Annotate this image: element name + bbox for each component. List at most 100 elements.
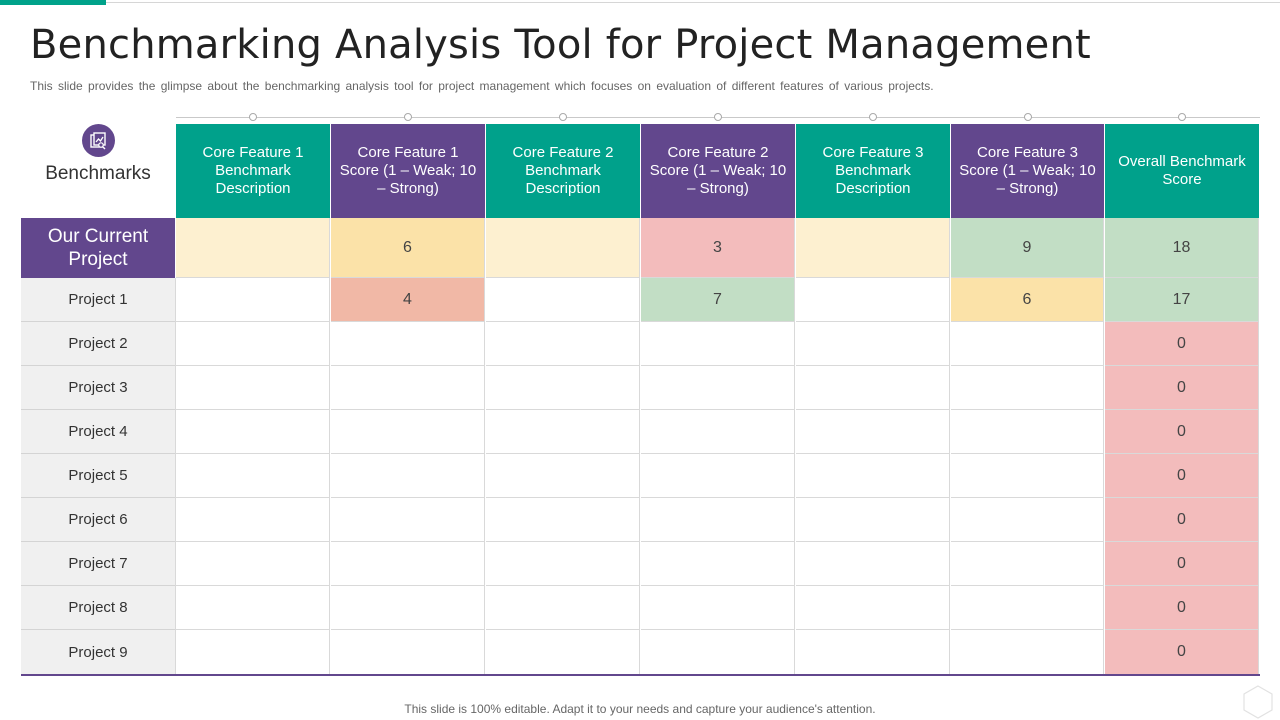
row-label: Project 2 [21,322,175,366]
page-title: Benchmarking Analysis Tool for Project M… [30,22,1091,68]
table-cell: 3 [641,218,795,278]
table-cell [796,586,950,630]
table-cell [796,542,950,586]
table-cell [486,218,640,278]
overall-score-cell: 0 [1105,410,1259,454]
table-cell [951,498,1104,542]
table-cell [641,542,795,586]
table-cell [796,410,950,454]
column-header: Core Feature 1 Benchmark Description [176,124,330,218]
table-cell [176,410,330,454]
column-header: Core Feature 1 Score (1 – Weak; 10 – Str… [331,124,485,218]
column-header: Overall Benchmark Score [1105,124,1259,218]
header-connector-dot [714,113,722,121]
table-cell [486,586,640,630]
table-cell: 7 [641,278,795,322]
table-cell [331,322,485,366]
table-cell [951,366,1104,410]
header-connector-dot [404,113,412,121]
table-cell [176,218,330,278]
table-cell [641,630,795,675]
table-cell [796,366,950,410]
table-cell [641,322,795,366]
benchmarks-corner: Benchmarks [21,124,175,218]
column-header: Core Feature 3 Score (1 – Weak; 10 – Str… [951,124,1104,218]
overall-score-cell: 0 [1105,322,1259,366]
header-connector-dot [1023,113,1032,121]
table-cell [331,410,485,454]
overall-score-cell: 18 [1105,218,1259,278]
row-label: Project 3 [21,366,175,410]
table-cell [176,322,330,366]
table-cell [951,630,1104,675]
table-cell [176,498,330,542]
table-cell [641,410,795,454]
top-accent [0,0,106,5]
table-cell [176,278,330,322]
header-connector-dot [1178,113,1186,121]
table-cell [796,278,950,322]
table-cell [176,630,330,675]
table-cell [486,630,640,675]
overall-score-cell: 0 [1105,586,1259,630]
header-connector-dot [249,113,257,121]
row-label: Project 1 [21,278,175,322]
top-divider [106,2,1280,3]
table-cell [331,542,485,586]
table-cell [486,366,640,410]
table-cell [486,322,640,366]
table-cell [176,366,330,410]
table-bottom-border [21,674,1260,676]
table-cell [641,454,795,498]
table-cell [176,542,330,586]
overall-score-cell: 0 [1105,542,1259,586]
table-cell [951,410,1104,454]
table-cell [796,218,950,278]
table-cell [641,586,795,630]
table-cell [796,322,950,366]
column-header: Core Feature 2 Score (1 – Weak; 10 – Str… [641,124,795,218]
table-cell [331,454,485,498]
row-label-current-project: Our Current Project [21,218,175,278]
table-cell [331,366,485,410]
table-cell [486,410,640,454]
table-cell [796,630,950,675]
table-cell [951,586,1104,630]
table-cell: 6 [951,278,1104,322]
overall-score-cell: 0 [1105,366,1259,410]
column-header: Core Feature 2 Benchmark Description [486,124,640,218]
table-cell: 6 [331,218,485,278]
benchmarks-label: Benchmarks [45,163,151,184]
table-cell [176,454,330,498]
table-left-gridline [175,278,176,675]
overall-score-cell: 17 [1105,278,1259,322]
table-cell [951,322,1104,366]
overall-score-cell: 0 [1105,498,1259,542]
table-cell: 4 [331,278,485,322]
table-cell [641,366,795,410]
table-cell [796,454,950,498]
row-label: Project 7 [21,542,175,586]
top-accent-bar [0,0,1280,5]
hexagon-outline-icon [1243,685,1273,719]
table-cell [176,586,330,630]
table-cell [486,498,640,542]
column-header: Core Feature 3 Benchmark Description [796,124,950,218]
table-cell [486,542,640,586]
overall-score-cell: 0 [1105,454,1259,498]
table-cell: 9 [951,218,1104,278]
table-cell [796,498,950,542]
row-label: Project 4 [21,410,175,454]
table-cell [641,498,795,542]
table-cell [331,498,485,542]
header-connector-dot [559,113,567,121]
table-cell [331,630,485,675]
header-connector-dot [869,113,877,121]
table-cell [486,278,640,322]
row-label: Project 9 [21,630,175,675]
table-cell [951,454,1104,498]
table-cell [331,586,485,630]
row-label: Project 8 [21,586,175,630]
footer-note: This slide is 100% editable. Adapt it to… [404,702,876,716]
table-cell [486,454,640,498]
